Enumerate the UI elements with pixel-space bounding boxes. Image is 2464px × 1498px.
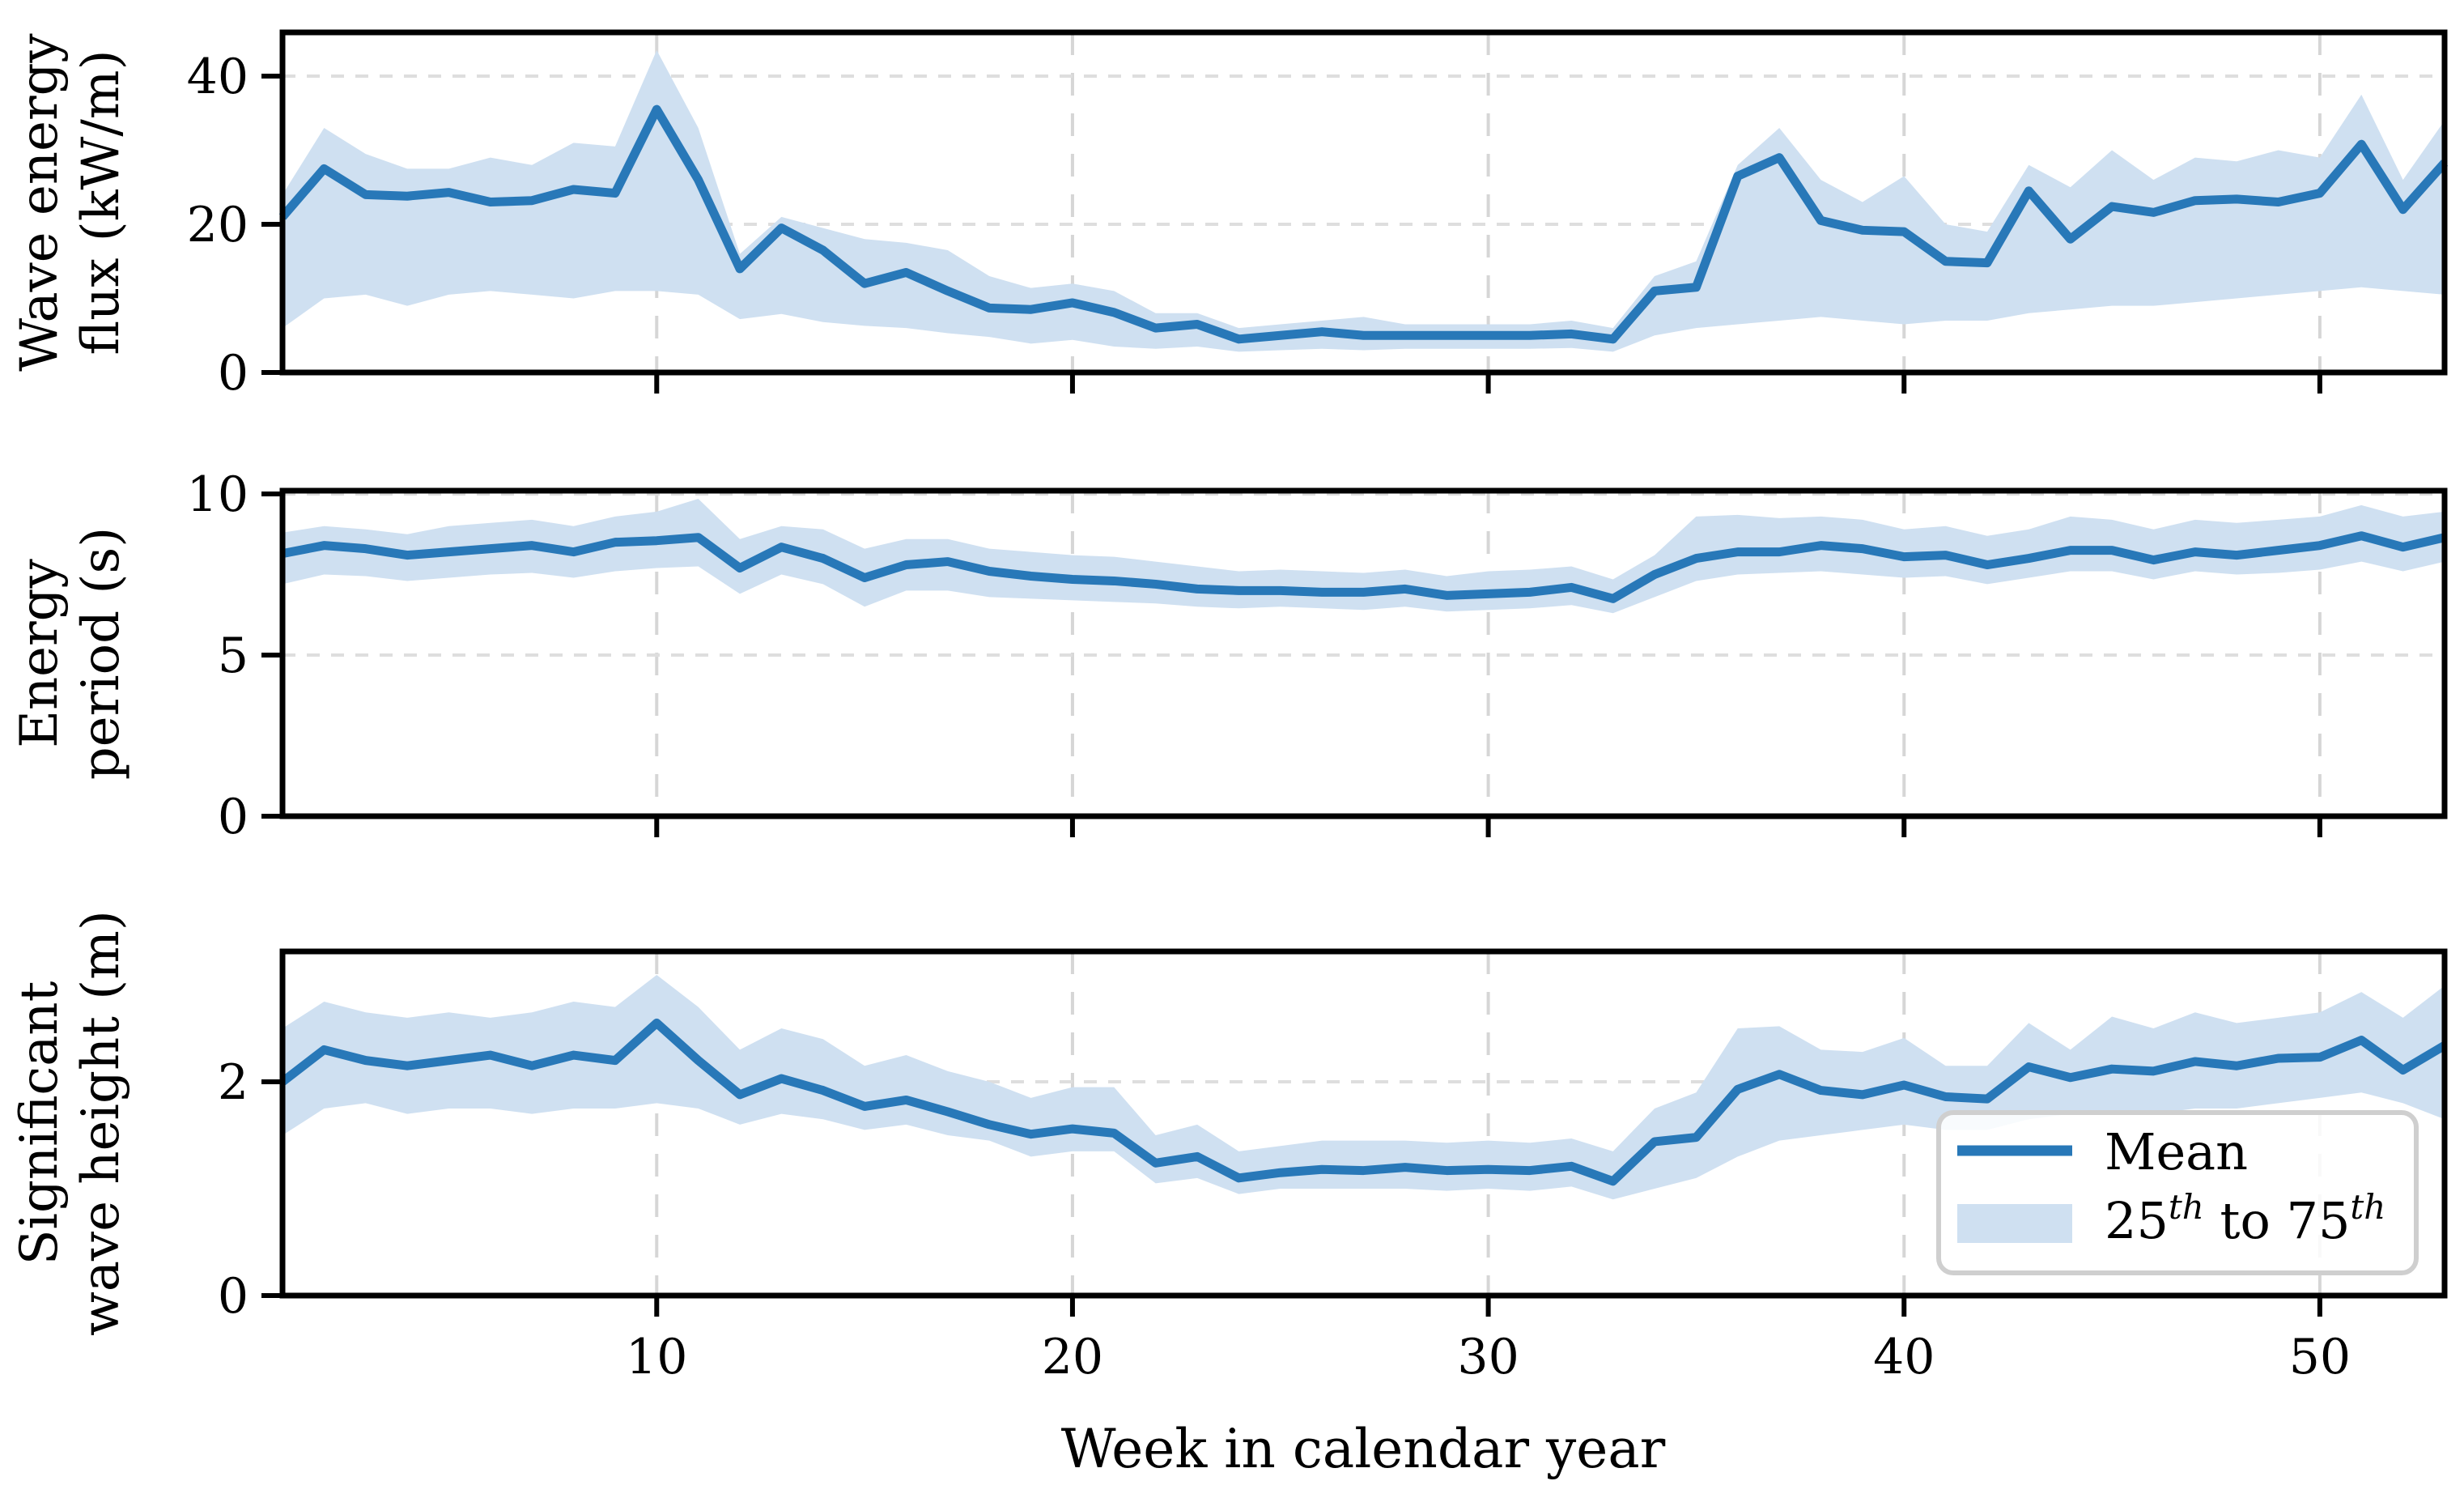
axis-labels: Wave energy flux (kW/m) Energy period (s… xyxy=(10,33,1666,1480)
y-tick-label-panel-2-10: 10 xyxy=(187,466,249,523)
legend: Mean 25th to 75th xyxy=(1936,1110,2419,1275)
y-tick-label-panel-3-2: 2 xyxy=(218,1054,249,1111)
x-axis-label: Week in calendar year xyxy=(1061,1418,1666,1480)
y-axis-label-height-line1: Significant xyxy=(10,981,70,1265)
legend-band-swatch xyxy=(1957,1204,2072,1243)
panel-frame-3 xyxy=(279,948,2448,1299)
x-tick-label-20: 20 xyxy=(1042,1329,1103,1385)
mean-line-significant_wave_height xyxy=(279,1018,2447,1186)
mean-line-wave_energy_flux xyxy=(278,104,2449,344)
x-tick-label-10: 10 xyxy=(626,1329,687,1385)
y-tick-label-panel-1-40: 40 xyxy=(187,49,249,105)
panel-frame-1 xyxy=(279,29,2448,376)
percentile-band-significant_wave_height xyxy=(283,975,2445,1200)
y-axis-label-height-line2: wave height (m) xyxy=(71,910,131,1336)
x-tick-label-40: 40 xyxy=(1873,1329,1935,1385)
y-tick-label-panel-1-0: 0 xyxy=(218,345,249,402)
y-tick-label-panel-3-0: 0 xyxy=(218,1268,249,1325)
y-tick-label-panel-2-0: 0 xyxy=(218,789,249,845)
y-tick-label-panel-2-5: 5 xyxy=(218,628,249,684)
y-axis-label-flux-line2: flux (kW/m) xyxy=(71,49,131,355)
y-axis-label-period-line1: Energy xyxy=(10,559,70,748)
panels-group: 0 20 40 0 5 10 0 2 10 20 30 40 50 xyxy=(187,29,2449,1385)
y-axis-label-flux-line1: Wave energy xyxy=(10,33,70,371)
x-tick-label-50: 50 xyxy=(2289,1329,2351,1385)
legend-mean-label: Mean xyxy=(2105,1122,2248,1181)
y-axis-label-period-line2: period (s) xyxy=(71,527,131,781)
percentile-band-wave_energy_flux xyxy=(283,49,2445,352)
legend-band-label: 25th to 75th xyxy=(2105,1187,2385,1250)
y-tick-label-panel-1-20: 20 xyxy=(187,197,249,253)
mean-line-energy_period xyxy=(281,531,2446,603)
x-tick-label-30: 30 xyxy=(1457,1329,1519,1385)
